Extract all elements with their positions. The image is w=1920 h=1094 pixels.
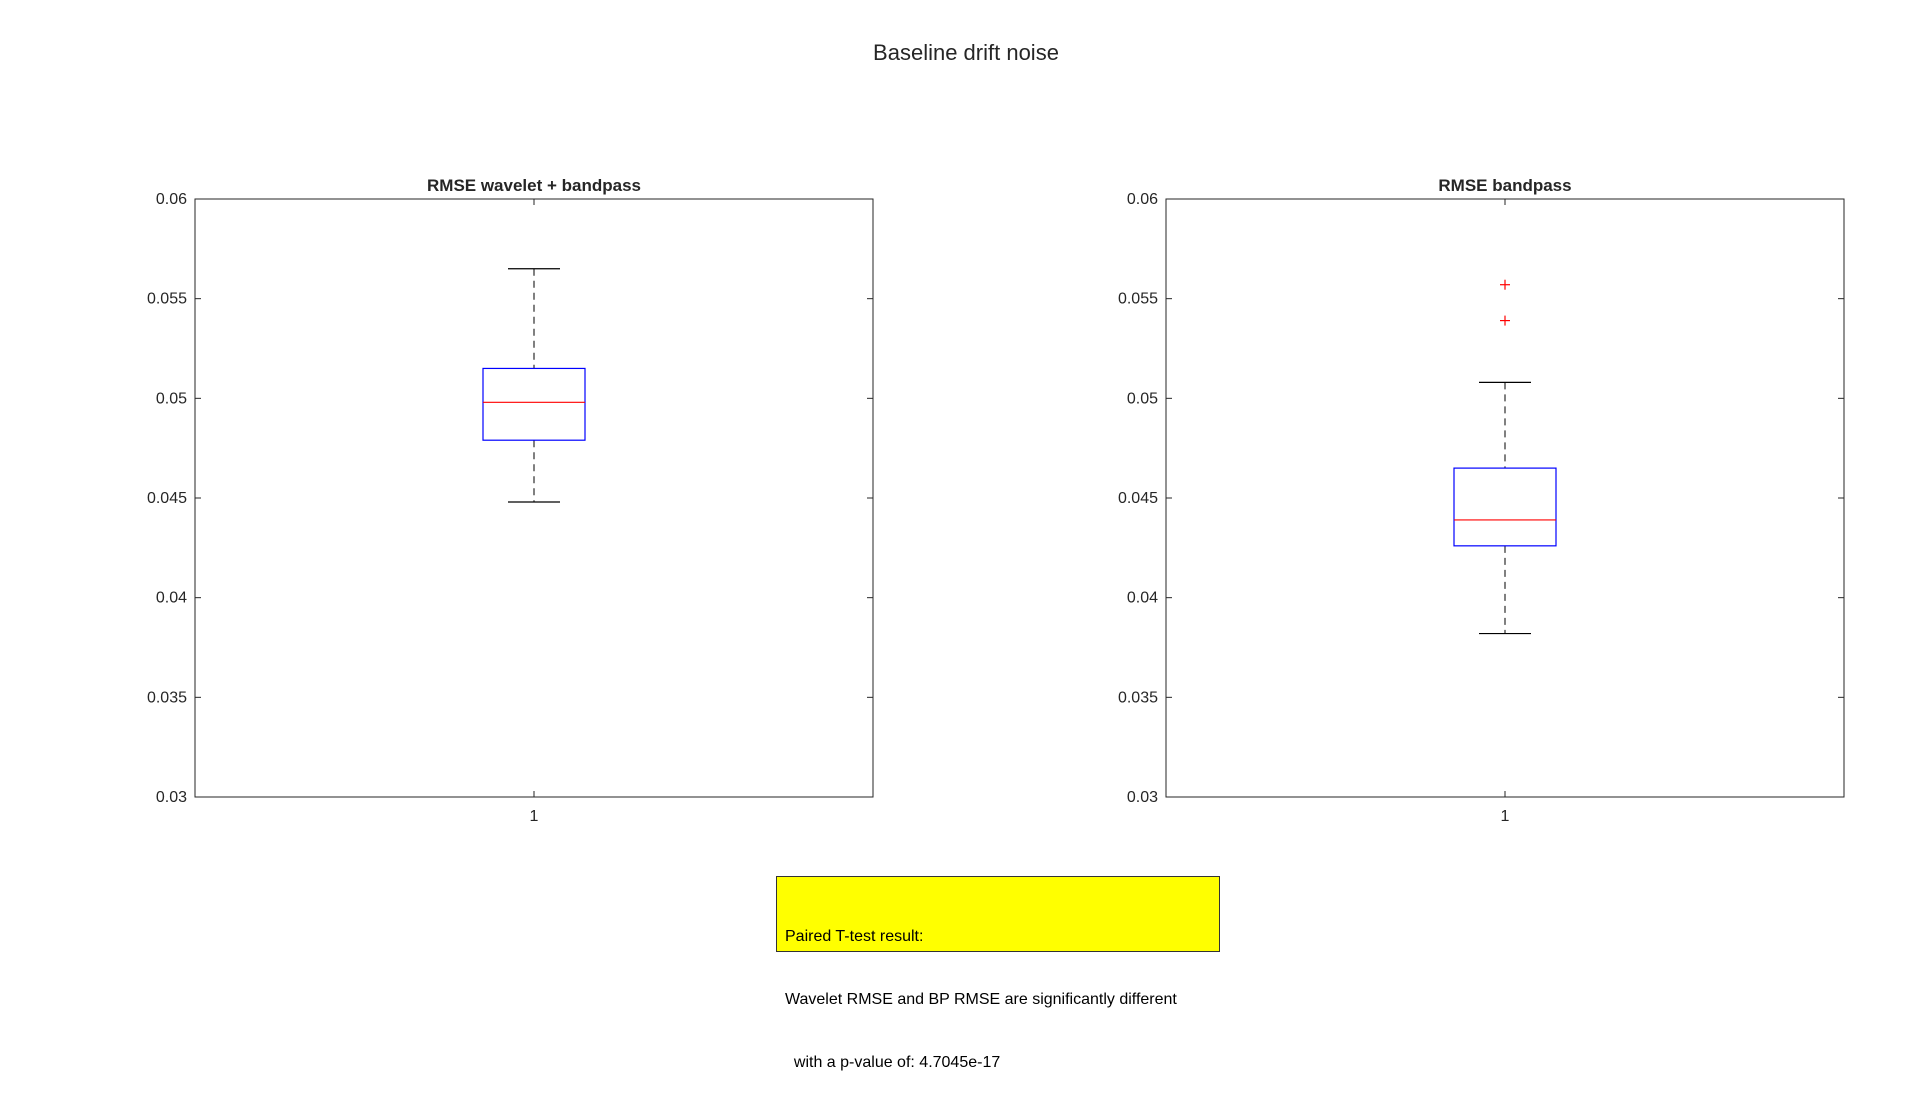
t-test-annotation: Paired T-test result: Wavelet RMSE and B… [776,876,1220,1071]
axes-wavelet-bandpass: RMSE wavelet + bandpass 0.03 0.035 0.04 0.0… [147,176,874,825]
y-tick-label: 0.03 [156,789,187,806]
y-tick-label: 0.03 [1127,789,1158,806]
annotation-line-1: Paired T-test result: [785,928,924,945]
figure-title: Baseline drift noise [873,40,1059,65]
outlier-marker [1500,315,1510,326]
x-tick-label: 1 [530,808,539,825]
x-tick-label: 1 [1501,808,1510,825]
axes-bandpass: RMSE bandpass 0.03 0.035 0.04 0.045 0.05 0.05… [1118,176,1845,825]
annotation-line-3: with a p-value of: 4.7045e-17 [785,1054,1001,1071]
outlier-marker [1500,279,1510,290]
box-iqr [1453,467,1557,547]
y-tick-label: 0.05 [156,390,187,407]
axes-box-wavelet-bandpass [194,198,874,798]
y-tick-label: 0.035 [147,689,187,706]
annotation-line-2: Wavelet RMSE and BP RMSE are significant… [785,991,1177,1008]
figure: Baseline drift noise RMSE wavelet + band… [147,40,1845,825]
y-tick-label: 0.04 [156,590,187,607]
box-iqr [482,367,586,441]
y-tick-label: 0.055 [147,291,187,308]
y-tick-label: 0.06 [1127,191,1158,208]
y-tick-label: 0.035 [1118,689,1158,706]
y-tick-label: 0.06 [156,191,187,208]
y-tick-label: 0.055 [1118,291,1158,308]
axes-title-bandpass: RMSE bandpass [1438,176,1571,195]
axes-title-wavelet-bandpass: RMSE wavelet + bandpass [427,176,641,195]
y-tick-label: 0.045 [147,490,187,507]
y-tick-label: 0.05 [1127,390,1158,407]
y-tick-label: 0.045 [1118,490,1158,507]
y-tick-label: 0.04 [1127,590,1158,607]
